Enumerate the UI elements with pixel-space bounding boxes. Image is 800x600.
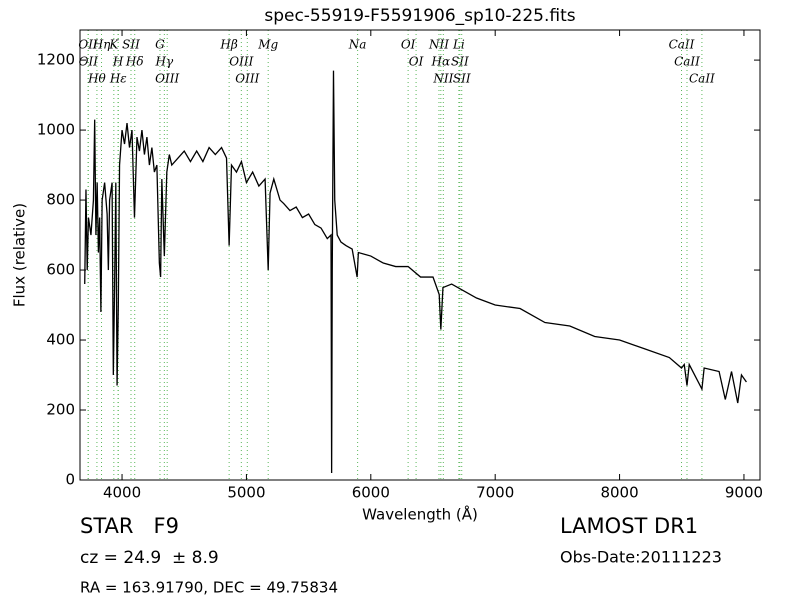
spectral-line-label: Mg (257, 38, 278, 52)
spectrum-line (84, 70, 747, 474)
redshift: cz = 24.9 ± 8.9 (80, 548, 219, 568)
spectral-line-label: OI (401, 38, 416, 52)
spectral-line-label: Hε (109, 72, 127, 86)
chart-title: spec-55919-F5591906_sp10-225.fits (264, 6, 575, 26)
spectral-line-label: OI (409, 55, 424, 69)
spectral-line-label: CaII (669, 38, 695, 52)
spectral-line-label: Na (348, 38, 367, 52)
spectral-line-label: SII (122, 38, 140, 52)
spectral-line-label: OIII (229, 55, 253, 69)
survey: LAMOST DR1 (560, 514, 698, 538)
y-axis-label: Flux (relative) (11, 203, 29, 307)
spectral-line-label: Hβ (219, 38, 237, 52)
y-tick-label: 400 (46, 331, 75, 349)
spectral-line-label: Hδ (125, 55, 144, 69)
y-tick-label: 0 (65, 471, 75, 489)
y-tick-label: 600 (46, 261, 75, 279)
spectral-line-label: Li (452, 38, 465, 52)
spectral-line-label: NII (432, 72, 453, 86)
x-tick-label: 4000 (103, 484, 141, 502)
x-tick-label: 8000 (600, 484, 638, 502)
spectral-line-label: Hα (431, 55, 451, 69)
spectral-line-label: OIII (235, 72, 259, 86)
plot-frame (79, 29, 761, 481)
spectral-line-label: Hγ (155, 55, 174, 69)
obs-date: Obs-Date:20111223 (560, 548, 722, 567)
spectral-line-label: K (108, 38, 119, 52)
y-tick-label: 1000 (37, 121, 75, 139)
spectral-line-label: SII (451, 55, 469, 69)
spectral-line-label: H (112, 55, 124, 69)
spectral-line-label: CaII (689, 72, 715, 86)
spectral-line-label: CaII (674, 55, 700, 69)
y-tick-label: 1200 (37, 51, 75, 69)
spectral-line-label: NII (428, 38, 449, 52)
x-tick-label: 5000 (227, 484, 265, 502)
spectral-line-label: OII (78, 38, 98, 52)
x-axis-label: Wavelength (Å) (362, 505, 478, 524)
spectral-line-label: Hη (92, 38, 111, 52)
spectral-line-label: SII (453, 72, 471, 86)
spectral-line-label: G (155, 38, 165, 52)
x-tick-label: 9000 (725, 484, 763, 502)
spectral-line-label: OIII (155, 72, 179, 86)
spectral-line-label: Hθ (87, 72, 106, 86)
x-tick-label: 7000 (476, 484, 514, 502)
coordinates: RA = 163.91790, DEC = 49.75834 (80, 579, 338, 597)
object-class: STAR F9 (80, 514, 179, 538)
x-tick-label: 6000 (352, 484, 390, 502)
y-tick-label: 800 (46, 191, 75, 209)
y-tick-label: 200 (46, 401, 75, 419)
spectral-line-label: OII (79, 55, 99, 69)
